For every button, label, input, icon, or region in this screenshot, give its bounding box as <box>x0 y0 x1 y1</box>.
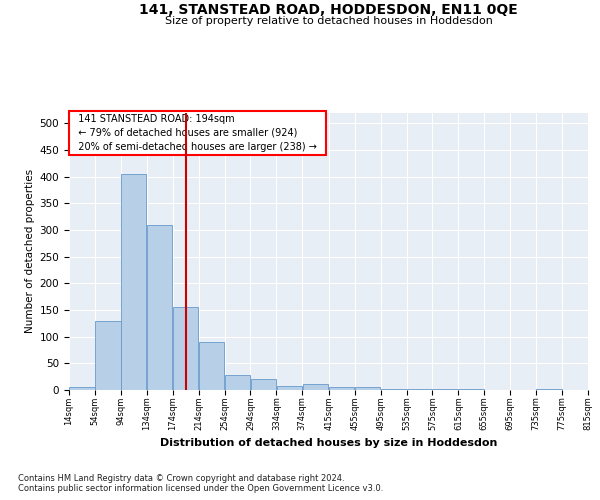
Text: Size of property relative to detached houses in Hoddesdon: Size of property relative to detached ho… <box>165 16 493 26</box>
Bar <box>251 380 276 390</box>
Bar <box>225 375 250 390</box>
Text: Distribution of detached houses by size in Hoddesdon: Distribution of detached houses by size … <box>160 438 497 448</box>
Text: 141, STANSTEAD ROAD, HODDESDON, EN11 0QE: 141, STANSTEAD ROAD, HODDESDON, EN11 0QE <box>139 4 518 18</box>
Text: Contains HM Land Registry data © Crown copyright and database right 2024.: Contains HM Land Registry data © Crown c… <box>18 474 344 483</box>
Bar <box>121 174 146 390</box>
Bar <box>95 320 121 390</box>
Bar <box>329 388 355 390</box>
Y-axis label: Number of detached properties: Number of detached properties <box>25 169 35 334</box>
Bar <box>173 308 199 390</box>
Bar <box>381 389 406 390</box>
Bar <box>355 387 380 390</box>
Bar <box>277 386 302 390</box>
Bar <box>302 384 328 390</box>
Bar <box>147 224 172 390</box>
Text: 141 STANSTEAD ROAD: 194sqm  
  ← 79% of detached houses are smaller (924)  
  20: 141 STANSTEAD ROAD: 194sqm ← 79% of deta… <box>71 114 323 152</box>
Bar <box>69 388 95 390</box>
Text: Contains public sector information licensed under the Open Government Licence v3: Contains public sector information licen… <box>18 484 383 493</box>
Bar <box>199 342 224 390</box>
